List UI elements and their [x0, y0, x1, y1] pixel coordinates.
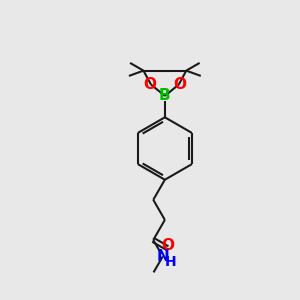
Text: H: H [164, 255, 176, 269]
Text: B: B [159, 88, 171, 104]
Text: O: O [144, 77, 157, 92]
Text: O: O [161, 238, 174, 253]
Text: O: O [173, 77, 186, 92]
Text: N: N [156, 249, 169, 264]
